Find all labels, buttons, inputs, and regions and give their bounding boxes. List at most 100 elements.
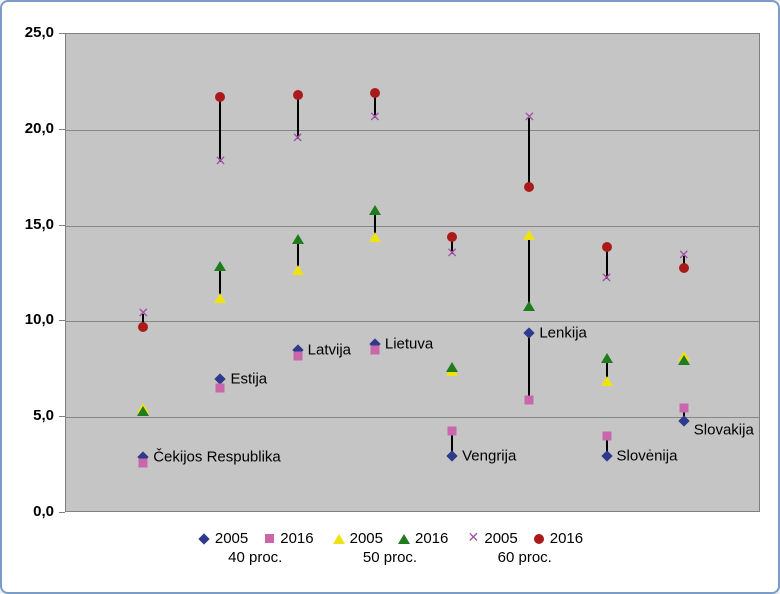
triangle-up-marker-icon bbox=[600, 375, 613, 386]
triangle-up-marker-icon bbox=[446, 362, 459, 373]
pair-connector-line bbox=[219, 97, 222, 163]
data-point bbox=[523, 301, 536, 312]
y-axis-tick bbox=[59, 33, 65, 34]
plot-area: ✕ ✕ ✕ ✕ ✕ ✕ ✕ ✕ Čekijos Respublika Estija Latvija L… bbox=[65, 33, 760, 512]
data-point: ✕ bbox=[369, 109, 381, 126]
data-point bbox=[291, 234, 304, 244]
x-marker-icon: ✕ bbox=[137, 305, 150, 322]
legend-entry-label: 2016 bbox=[280, 530, 314, 547]
legend-entry: ✕ 2005 bbox=[466, 530, 518, 547]
triangle-up-marker-icon bbox=[214, 293, 227, 304]
diamond-marker-icon bbox=[214, 373, 227, 385]
data-point bbox=[138, 322, 149, 333]
data-point bbox=[600, 352, 613, 363]
data-point bbox=[523, 327, 535, 339]
y-axis-tick bbox=[59, 128, 65, 130]
x-marker-icon: ✕ bbox=[446, 245, 458, 262]
y-axis-label: 0,0 bbox=[33, 503, 54, 520]
country-label: Vengrija bbox=[462, 447, 517, 465]
x-marker-icon: ✕ bbox=[467, 530, 480, 546]
pair-connector-line bbox=[219, 265, 222, 299]
legend-group-row: ✕ 2005 2016 bbox=[459, 530, 590, 547]
gridline bbox=[66, 417, 759, 419]
data-point bbox=[447, 232, 458, 243]
legend-marker-box bbox=[332, 533, 346, 544]
pair-connector-line bbox=[605, 357, 608, 381]
data-point bbox=[214, 260, 227, 271]
data-point: ✕ bbox=[601, 272, 613, 286]
circle-marker-icon bbox=[678, 262, 689, 273]
pair-connector-line bbox=[682, 407, 685, 422]
triangle-up-marker-icon bbox=[291, 264, 304, 275]
legend-group: ✕ 2005 2016 60 proc. bbox=[459, 530, 590, 566]
data-point bbox=[678, 415, 690, 427]
square-marker-icon bbox=[602, 431, 612, 441]
y-axis-tick bbox=[59, 416, 65, 418]
triangle-up-marker-icon bbox=[332, 533, 345, 544]
data-point bbox=[600, 375, 613, 386]
data-point bbox=[447, 426, 457, 436]
data-point bbox=[446, 362, 459, 373]
y-axis-tick bbox=[59, 512, 65, 513]
data-point: ✕ bbox=[215, 155, 227, 169]
y-axis-label: 10,0 bbox=[24, 311, 54, 329]
country-label: Latvija bbox=[307, 341, 352, 359]
data-point: ✕ bbox=[446, 245, 458, 262]
legend-marker-box bbox=[397, 533, 411, 544]
square-marker-icon bbox=[293, 351, 303, 361]
data-point bbox=[215, 92, 226, 103]
circle-marker-icon bbox=[524, 182, 535, 193]
circle-marker-icon bbox=[447, 232, 458, 243]
y-axis-label: 5,0 bbox=[33, 407, 54, 425]
data-point bbox=[291, 264, 304, 275]
country-label: Slovėnija bbox=[616, 447, 678, 465]
pair-connector-line bbox=[142, 313, 145, 328]
data-point: ✕ bbox=[292, 132, 304, 146]
triangle-up-marker-icon bbox=[291, 234, 304, 244]
triangle-up-marker-icon bbox=[398, 533, 410, 544]
pair-connector-line bbox=[528, 235, 531, 307]
data-point bbox=[292, 90, 303, 101]
legend-marker-box bbox=[197, 532, 211, 545]
pair-connector-line bbox=[605, 436, 608, 456]
triangle-up-marker-icon bbox=[677, 354, 690, 365]
data-point bbox=[370, 345, 380, 355]
pair-connector-line bbox=[605, 246, 608, 280]
circle-marker-icon bbox=[292, 90, 303, 101]
diamond-marker-icon bbox=[198, 532, 210, 545]
pair-connector-line bbox=[451, 237, 454, 255]
data-point bbox=[678, 262, 689, 273]
legend-entry: 2016 bbox=[532, 530, 583, 547]
square-marker-icon bbox=[264, 534, 274, 543]
data-point: ✕ bbox=[137, 305, 150, 322]
y-axis-label: 25,0 bbox=[24, 24, 54, 41]
data-point bbox=[138, 458, 148, 468]
legend-group: 2005 2016 50 proc. bbox=[325, 530, 456, 566]
pair-connector-line bbox=[528, 332, 531, 400]
square-marker-icon bbox=[679, 403, 689, 413]
circle-marker-icon bbox=[215, 92, 226, 103]
gridline bbox=[66, 129, 759, 131]
diamond-marker-icon bbox=[600, 449, 613, 462]
pair-connector-line bbox=[296, 239, 299, 270]
x-marker-icon: ✕ bbox=[523, 109, 536, 126]
x-marker-icon: ✕ bbox=[369, 109, 381, 126]
legend-marker-box bbox=[262, 534, 276, 543]
data-point bbox=[215, 383, 225, 393]
triangle-up-marker-icon bbox=[523, 230, 536, 241]
legend-marker-box: ✕ bbox=[466, 530, 480, 546]
diamond-marker-icon bbox=[446, 449, 458, 462]
legend-entry-label: 2005 bbox=[214, 530, 249, 547]
data-point bbox=[369, 88, 380, 99]
legend-group-label: 60 proc. bbox=[497, 549, 552, 566]
y-axis-tick bbox=[59, 320, 65, 322]
data-point bbox=[137, 406, 150, 417]
data-point bbox=[602, 431, 612, 441]
data-point bbox=[368, 205, 381, 216]
y-axis-label: 20,0 bbox=[24, 119, 54, 137]
diamond-marker-icon bbox=[678, 415, 690, 427]
legend-entry-label: 2005 bbox=[484, 530, 518, 547]
data-point bbox=[679, 403, 689, 413]
legend-entry-label: 2016 bbox=[549, 530, 584, 547]
